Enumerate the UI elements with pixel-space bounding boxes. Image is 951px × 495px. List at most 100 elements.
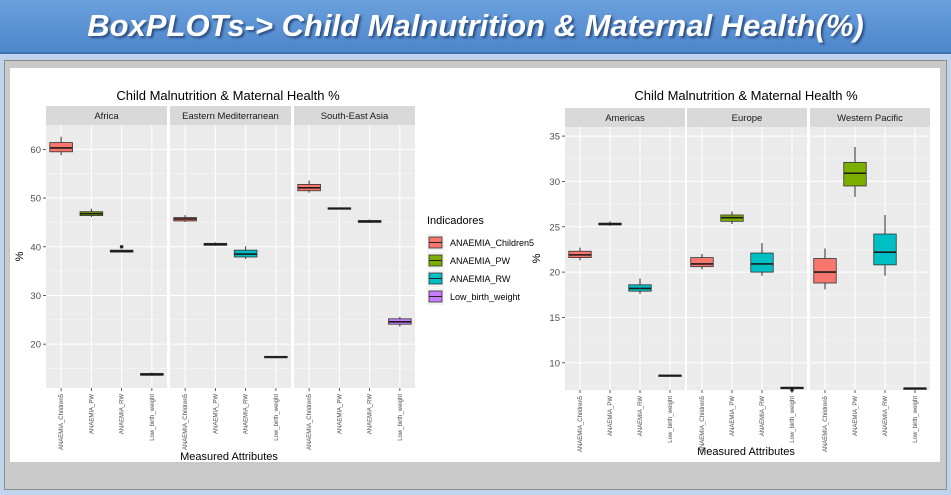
box-low-birth-weight	[903, 387, 927, 390]
facet-strip-label: South-East Asia	[321, 111, 389, 122]
y-tick-label: 20	[549, 268, 560, 279]
x-tick-label: ANAEMIA_Children5	[307, 393, 313, 450]
y-tick-label: 30	[30, 291, 41, 302]
panel-background	[46, 125, 167, 388]
banner-title: BoxPLOTs-> Child Malnutrition & Maternal…	[87, 8, 864, 43]
x-tick-label: ANAEMIA_PW	[337, 394, 343, 434]
x-tick-label: ANAEMIA_Children5	[59, 393, 65, 450]
facet-strip-label: Americas	[605, 113, 645, 124]
x-tick-label: Low_birth_weight	[790, 396, 796, 443]
box-iqr	[843, 161, 867, 187]
box-iqr	[750, 252, 774, 273]
x-axis-label: Measured Attributes	[180, 451, 278, 463]
x-tick-label: ANAEMIA_Children5	[183, 393, 189, 450]
legend-item-label: Low_birth_weight	[450, 292, 521, 302]
legend-item-label: ANAEMIA_RW	[450, 274, 511, 284]
facet-strip	[294, 106, 415, 125]
x-tick-label: ANAEMIA_PW	[608, 396, 614, 436]
box-anaemia-children5	[297, 180, 321, 193]
x-tick-label: ANAEMIA_Children5	[823, 395, 829, 452]
y-axis-label: %	[531, 253, 543, 263]
x-tick-label: Low_birth_weight	[913, 396, 919, 443]
legend: Indicadores ANAEMIA_Children5 ANAEMIA_PW AN…	[427, 215, 534, 305]
x-tick-label: ANAEMIA_RW	[244, 394, 250, 435]
facet-strip	[565, 108, 685, 127]
box-iqr	[873, 233, 897, 266]
facet-panel-africa: Africa ANAEMIA_Children5 ANAEMIA_PW ANAEMIA…	[46, 106, 167, 450]
legend-item-label: ANAEMIA_Children5	[450, 238, 534, 248]
facet-strip	[810, 108, 930, 127]
box-anaemia-rw	[109, 244, 134, 253]
x-tick-label: Low_birth_weight	[274, 394, 280, 441]
x-tick-label: ANAEMIA_RW	[120, 394, 126, 435]
box-anaemia-children5	[813, 248, 837, 290]
box-anaemia-pw	[598, 221, 622, 226]
y-tick-label: 25	[549, 222, 560, 233]
x-tick-label: Low_birth_weight	[398, 394, 404, 441]
facet-strip	[46, 106, 167, 125]
panel-background	[170, 125, 291, 388]
y-tick-label: 35	[549, 132, 560, 143]
title-banner	[0, 0, 951, 54]
chart-title: Child Malnutrition & Maternal Health %	[634, 88, 858, 103]
y-tick-label: 30	[549, 177, 560, 188]
facet-strip-label: Western Pacific	[837, 113, 903, 124]
chart-left: Child Malnutrition & Maternal Health %% M…	[14, 88, 415, 463]
y-axis-label: %	[14, 251, 26, 261]
facet-strip-label: Africa	[94, 111, 119, 122]
chart-title: Child Malnutrition & Maternal Health %	[116, 88, 340, 103]
box-iqr	[813, 258, 837, 284]
facet-strip	[687, 108, 807, 127]
panel-background	[565, 127, 685, 390]
box-anaemia-pw	[843, 146, 867, 197]
box-anaemia-rw	[357, 219, 382, 223]
x-tick-label: ANAEMIA_Children5	[700, 395, 706, 452]
chart-right: Child Malnutrition & Maternal Health %% M…	[531, 88, 930, 458]
outlier-point	[119, 244, 124, 249]
x-tick-label: ANAEMIA_RW	[368, 394, 374, 435]
legend-title: Indicadores	[427, 215, 484, 227]
x-tick-label: ANAEMIA_RW	[883, 396, 889, 437]
y-tick-label: 10	[549, 358, 560, 369]
facet-strip	[170, 106, 291, 125]
box-anaemia-pw	[720, 211, 744, 225]
box-anaemia-children5	[173, 215, 197, 222]
x-tick-label: ANAEMIA_PW	[730, 396, 736, 436]
x-tick-label: ANAEMIA_RW	[760, 396, 766, 437]
box-anaemia-rw	[873, 214, 897, 276]
x-tick-label: ANAEMIA_RW	[638, 396, 644, 437]
y-tick-label: 15	[549, 313, 560, 324]
x-axis-label: Measured Attributes	[697, 446, 795, 458]
x-tick-label: ANAEMIA_PW	[853, 396, 859, 436]
box-anaemia-children5	[568, 247, 592, 261]
facet-panel-eastern-mediterranean: Eastern Mediterranean ANAEMIA_Children5 AN…	[170, 106, 291, 450]
box-anaemia-rw	[628, 278, 652, 294]
box-anaemia-pw	[327, 207, 352, 210]
box-anaemia-pw	[79, 208, 104, 218]
box-anaemia-rw	[750, 243, 774, 276]
box-low-birth-weight	[388, 316, 412, 327]
y-tick-label: 40	[30, 242, 41, 253]
y-tick-label: 50	[30, 194, 41, 205]
facet-panel-europe: Europe ANAEMIA_Children5 ANAEMIA_PW ANAEMIA…	[687, 108, 807, 452]
box-low-birth-weight	[658, 374, 682, 377]
facet-panel-western-pacific: Western Pacific ANAEMIA_Children5 ANAEMIA_…	[810, 108, 930, 452]
facet-strip-label: Eastern Mediterranean	[182, 111, 279, 122]
facet-strip-label: Europe	[732, 113, 763, 124]
x-tick-label: Low_birth_weight	[150, 394, 156, 441]
facet-panel-americas: Americas ANAEMIA_Children5 ANAEMIA_PW ANAEM…	[565, 108, 685, 452]
x-tick-label: ANAEMIA_Children5	[578, 395, 584, 452]
legend-item-label: ANAEMIA_PW	[450, 256, 511, 266]
box-anaemia-children5	[49, 136, 73, 156]
y-tick-label: 20	[30, 340, 41, 351]
box-anaemia-children5	[690, 253, 714, 270]
panel-background	[294, 125, 415, 388]
box-anaemia-rw	[233, 246, 258, 259]
x-tick-label: ANAEMIA_PW	[213, 394, 219, 434]
y-tick-label: 60	[30, 145, 41, 156]
box-low-birth-weight	[264, 355, 288, 359]
box-low-birth-weight	[140, 372, 164, 376]
facet-panel-south-east-asia: South-East Asia ANAEMIA_Children5 ANAEMIA_…	[294, 106, 415, 450]
box-iqr	[690, 257, 714, 268]
